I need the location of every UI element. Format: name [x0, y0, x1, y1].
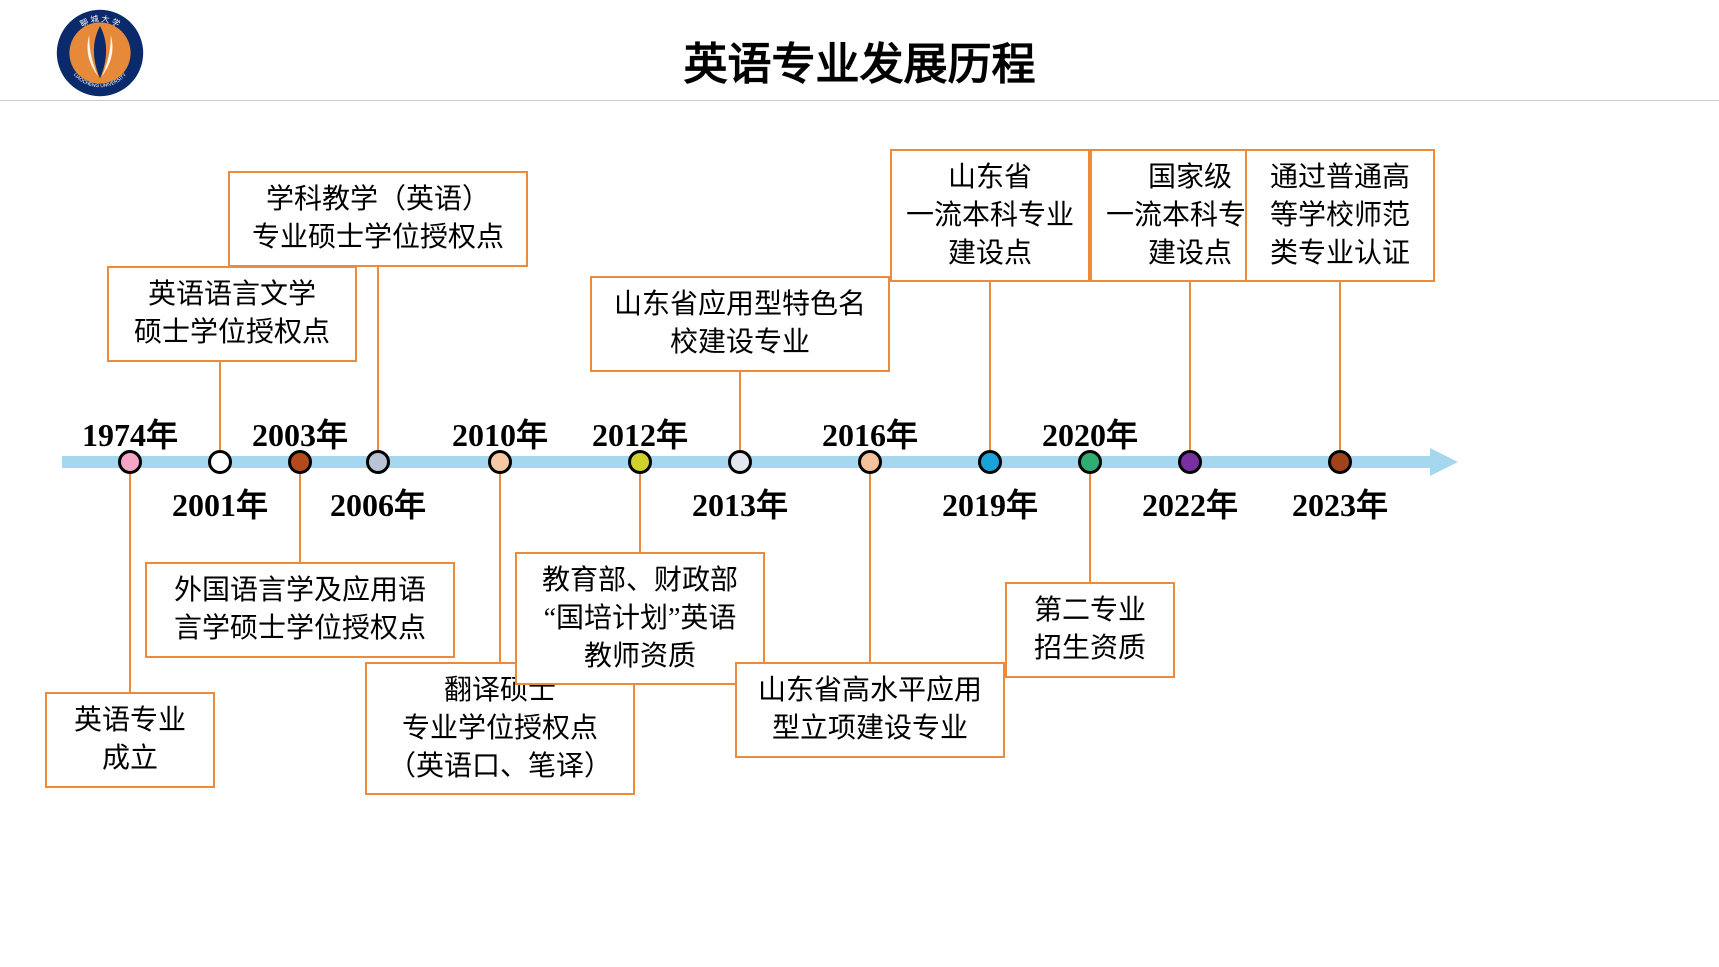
timeline-event-box: 山东省 一流本科专业 建设点 [890, 149, 1090, 282]
timeline-connector [219, 362, 221, 450]
timeline-event-box: 教育部、财政部 “国培计划”英语 教师资质 [515, 552, 765, 685]
timeline-event-box: 外国语言学及应用语 言学硕士学位授权点 [145, 562, 455, 658]
timeline-connector [129, 474, 131, 692]
timeline-event-box: 山东省应用型特色名 校建设专业 [590, 276, 890, 372]
timeline-node [1328, 450, 1352, 474]
timeline-year-label: 2003年 [252, 410, 348, 456]
timeline-node [978, 450, 1002, 474]
timeline-connector [739, 372, 741, 450]
timeline-connector [377, 267, 379, 450]
timeline-year-label: 2001年 [172, 480, 268, 526]
timeline-year-label: 2022年 [1142, 480, 1238, 526]
timeline-node [1178, 450, 1202, 474]
timeline-connector [639, 474, 641, 552]
timeline-year-label: 1974年 [82, 410, 178, 456]
timeline-connector [499, 474, 501, 662]
timeline-event-box: 通过普通高 等学校师范 类专业认证 [1245, 149, 1435, 282]
timeline-event-box: 学科教学（英语） 专业硕士学位授权点 [228, 171, 528, 267]
timeline-connector [869, 474, 871, 662]
timeline-event-box: 第二专业 招生资质 [1005, 582, 1175, 678]
timeline-event-box: 英语语言文学 硕士学位授权点 [107, 266, 357, 362]
timeline-connector [989, 282, 991, 450]
timeline-event-box: 山东省高水平应用 型立项建设专业 [735, 662, 1005, 758]
timeline-arrowhead-icon [1430, 448, 1458, 476]
header: 聊 城 大 学 LIAOCHENG UNIVERSITY 英语专业发展历程 [0, 0, 1719, 101]
timeline-year-label: 2012年 [592, 410, 688, 456]
timeline-node [208, 450, 232, 474]
timeline-node [728, 450, 752, 474]
timeline-year-label: 2019年 [942, 480, 1038, 526]
timeline-year-label: 2006年 [330, 480, 426, 526]
timeline-connector [1339, 282, 1341, 450]
timeline-connector [1189, 282, 1191, 450]
timeline-node [366, 450, 390, 474]
timeline-year-label: 2023年 [1292, 480, 1388, 526]
timeline-event-box: 英语专业 成立 [45, 692, 215, 788]
timeline-year-label: 2013年 [692, 480, 788, 526]
timeline-year-label: 2016年 [822, 410, 918, 456]
timeline-connector [299, 474, 301, 562]
timeline-year-label: 2010年 [452, 410, 548, 456]
timeline-connector [1089, 474, 1091, 582]
timeline-year-label: 2020年 [1042, 410, 1138, 456]
page-title: 英语专业发展历程 [0, 28, 1719, 92]
timeline-stage: 1974年 2001年 2003年 2006年 2010年 2012年2013年 2016年… [0, 100, 1719, 967]
